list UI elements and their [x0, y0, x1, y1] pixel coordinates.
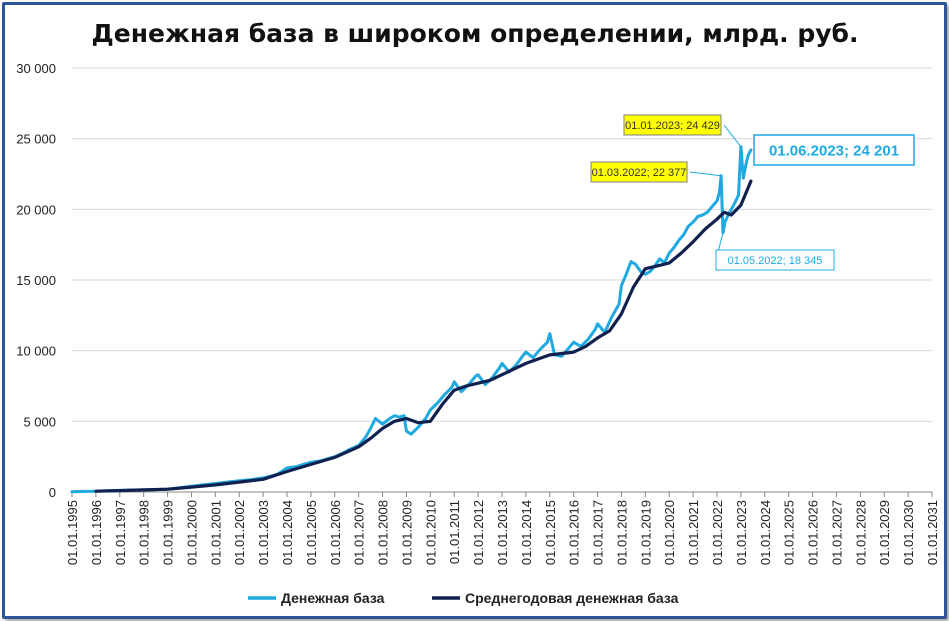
x-tick-label: 01.01.2016	[567, 500, 582, 565]
x-tick-label: 01.01.2028	[853, 500, 868, 565]
x-tick-label: 01.01.2029	[877, 500, 892, 565]
x-axis-ticks: 01.01.1995 01.01.1996 01.01.1997 01.01.1998…	[65, 492, 940, 565]
y-tick-label: 10 000	[16, 344, 56, 359]
series-line-avg-money-base	[94, 179, 753, 493]
x-tick-label: 01.01.2027	[829, 500, 844, 565]
x-tick-label: 01.01.1996	[89, 500, 104, 565]
x-tick-label: 01.01.2031	[925, 500, 940, 565]
x-tick-label: 01.01.2004	[280, 500, 295, 565]
annotation-label: 01.06.2023; 24 201	[769, 142, 899, 159]
annotation-box	[753, 134, 915, 166]
x-tick-label: 01.01.2012	[471, 500, 486, 565]
x-tick-label: 01.01.1995	[65, 500, 80, 565]
x-tick-label: 01.01.2021	[686, 500, 701, 565]
annotation-label: 01.01.2023; 24 429	[625, 120, 720, 132]
x-tick-label: 01.01.1998	[137, 500, 152, 565]
annotations: 01.01.2023; 24 429 01.03.2022; 22 377 01.0…	[590, 114, 915, 271]
annotation-label: 01.05.2022; 18 345	[728, 255, 823, 267]
x-tick-label: 01.01.2007	[352, 500, 367, 565]
x-tick-label: 01.01.2013	[495, 500, 510, 565]
x-tick-label: 01.01.2009	[399, 500, 414, 565]
y-tick-label: 20 000	[16, 202, 56, 217]
x-tick-label: 01.01.2001	[208, 500, 223, 565]
x-tick-label: 01.01.2000	[184, 500, 199, 565]
x-tick-label: 01.01.2018	[614, 500, 629, 565]
annotation-label: 01.03.2022; 22 377	[592, 167, 687, 179]
y-axis-ticks: 0 5 000 10 000 15 000 20 000 25 000 30 000	[16, 61, 56, 500]
x-tick-label: 01.01.2025	[782, 500, 797, 565]
x-tick-label: 01.01.1999	[161, 500, 176, 565]
y-tick-label: 25 000	[16, 132, 56, 147]
annotation-box	[623, 114, 722, 136]
y-tick-label: 0	[49, 485, 56, 500]
annotation-box	[590, 161, 688, 183]
chart-title: Денежная база в широком определении, млр…	[92, 19, 859, 48]
x-tick-label: 01.01.1997	[113, 500, 128, 565]
x-tick-label: 01.01.2017	[591, 500, 606, 565]
x-tick-label: 01.01.2008	[376, 500, 391, 565]
x-tick-label: 01.01.2023	[734, 500, 749, 565]
x-tick-label: 01.01.2010	[423, 500, 438, 565]
x-tick-label: 01.01.2014	[519, 500, 534, 565]
x-tick-label: 01.01.2015	[543, 500, 558, 565]
x-tick-label: 01.01.2019	[638, 500, 653, 565]
x-tick-label: 01.01.2030	[901, 500, 916, 565]
gridlines	[72, 67, 932, 493]
annotation-box	[715, 249, 835, 271]
annotation-leader	[689, 171, 722, 177]
legend-label: Среднегодовая денежная база	[465, 590, 679, 606]
x-tick-label: 01.01.2005	[304, 500, 319, 565]
x-tick-label: 01.01.2002	[232, 500, 247, 565]
x-tick-label: 01.01.2020	[662, 500, 677, 565]
x-tick-label: 01.01.2006	[328, 500, 343, 565]
legend-label: Денежная база	[281, 590, 385, 606]
x-tick-label: 01.01.2003	[256, 500, 271, 565]
legend: Денежная база Среднегодовая денежная база	[248, 590, 679, 606]
y-tick-label: 30 000	[16, 61, 56, 76]
x-tick-label: 01.01.2026	[806, 500, 821, 565]
series-lines	[70, 145, 753, 494]
x-tick-label: 01.01.2011	[447, 500, 462, 564]
x-tick-label: 01.01.2022	[710, 500, 725, 565]
y-tick-label: 5 000	[23, 414, 56, 429]
y-tick-label: 15 000	[16, 273, 56, 288]
annotation-leader	[723, 124, 742, 148]
x-tick-label: 01.01.2024	[758, 500, 773, 565]
series-line-money-base	[70, 145, 753, 494]
